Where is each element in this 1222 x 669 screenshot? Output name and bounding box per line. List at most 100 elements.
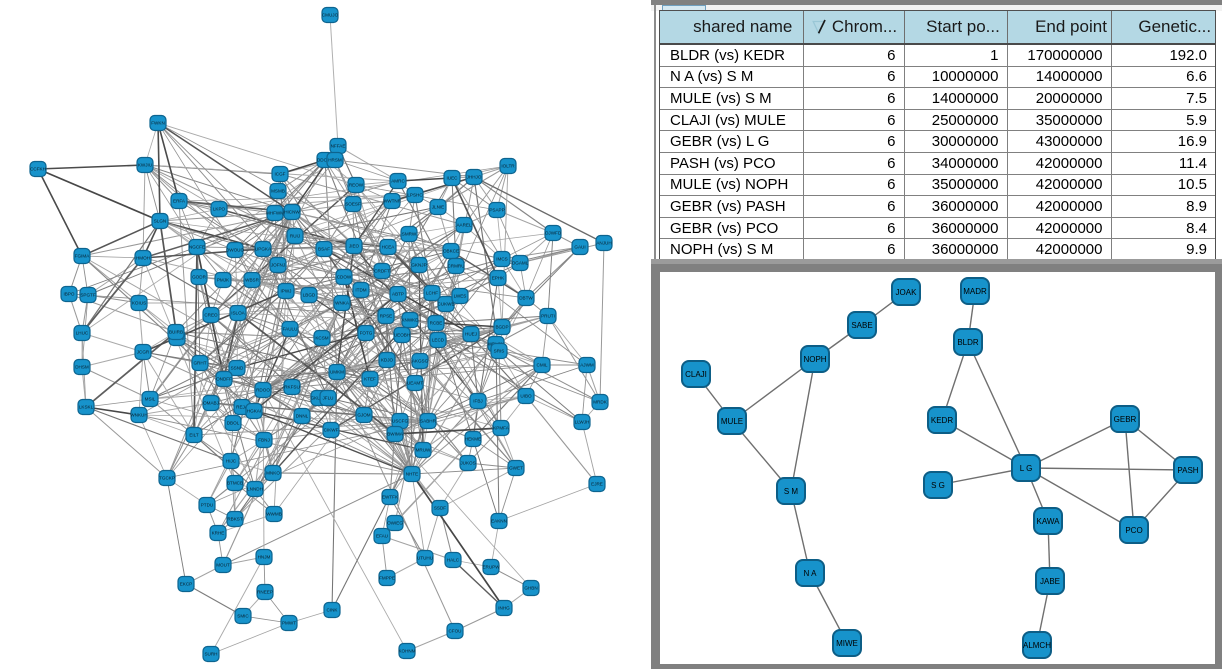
svg-text:LNNDH: LNNDH: [247, 487, 263, 492]
svg-text:BUIRB: BUIRB: [169, 330, 183, 335]
svg-text:SMIC: SMIC: [237, 614, 249, 619]
svg-text:DHSM: DHSM: [75, 365, 89, 370]
svg-text:LECD: LECD: [432, 338, 445, 343]
svg-text:IOLTR: IOLTR: [501, 164, 515, 169]
svg-text:IUEC: IUEC: [447, 176, 459, 181]
svg-text:DBOL: DBOL: [227, 421, 240, 426]
svg-text:EFAU: EFAU: [376, 534, 388, 539]
svg-text:NFFAE: NFFAE: [331, 144, 346, 149]
svg-text:INHG: INHG: [498, 606, 510, 611]
svg-text:KNWKD: KNWKD: [401, 318, 419, 323]
svg-text:BGDP: BGDP: [495, 325, 508, 330]
svg-text:KAWA: KAWA: [1037, 517, 1061, 526]
svg-text:UMKM: UMKM: [330, 370, 344, 375]
svg-text:WNKA: WNKA: [335, 301, 350, 306]
svg-text:OJWFD: OJWFD: [545, 231, 562, 236]
svg-text:IBPO: IBPO: [64, 292, 75, 297]
svg-text:GODR: GODR: [192, 275, 206, 280]
svg-text:BSAF: BSAF: [318, 247, 330, 252]
svg-text:GAUI: GAUI: [574, 245, 585, 250]
svg-text:EKCP: EKCP: [180, 582, 193, 587]
svg-text:HEKME: HEKME: [465, 437, 481, 442]
svg-text:ITDM: ITDM: [355, 288, 366, 293]
svg-text:FAULU: FAULU: [283, 327, 298, 332]
svg-text:WBSR: WBSR: [245, 278, 259, 283]
svg-text:IPWJ: IPWJ: [281, 289, 292, 294]
svg-text:KRHE: KRHE: [212, 531, 225, 536]
svg-text:DWOUO: DWOUO: [226, 248, 245, 253]
svg-text:LKSKL: LKSKL: [79, 405, 94, 410]
svg-text:EWTFK: EWTFK: [382, 495, 399, 500]
svg-text:NOPH: NOPH: [803, 355, 826, 364]
svg-text:HIJC: HIJC: [226, 459, 237, 464]
svg-text:KOHNM: KOHNM: [398, 649, 415, 654]
svg-text:SSND: SSND: [231, 366, 244, 371]
svg-text:N A: N A: [804, 569, 818, 578]
svg-text:CREO: CREO: [204, 313, 218, 318]
svg-text:LCHF: LCHF: [426, 291, 438, 296]
svg-text:PTDU: PTDU: [201, 503, 214, 508]
svg-text:SURH: SURH: [204, 652, 217, 657]
svg-text:MIWE: MIWE: [836, 639, 858, 648]
svg-text:UEOBH: UEOBH: [394, 333, 410, 338]
svg-text:JUKOS: JUKOS: [460, 461, 475, 466]
svg-text:MRDK: MRDK: [593, 400, 607, 405]
svg-text:RBKST: RBKST: [227, 517, 243, 522]
svg-text:PMJK: PMJK: [217, 278, 230, 283]
svg-text:HMOH: HMOH: [136, 256, 150, 261]
svg-text:AAREL: AAREL: [456, 223, 472, 228]
svg-text:MADR: MADR: [963, 287, 987, 296]
svg-text:ISLOA: ISLOA: [231, 311, 245, 316]
svg-text:ICGF: ICGF: [275, 172, 286, 177]
svg-text:GKLUW: GKLUW: [311, 396, 329, 401]
svg-text:SLGN: SLGN: [154, 219, 167, 224]
svg-text:EILT: EILT: [189, 433, 199, 438]
svg-text:PMWT: PMWT: [282, 621, 296, 626]
svg-text:PASH: PASH: [1177, 466, 1198, 475]
svg-text:FBNJ: FBNJ: [258, 438, 269, 443]
svg-text:NHTE: NHTE: [406, 472, 419, 477]
svg-text:HCEA: HCEA: [382, 245, 396, 250]
svg-text:OGAML: OGAML: [512, 261, 529, 266]
svg-text:MNKO: MNKO: [266, 471, 280, 476]
svg-text:UTUHU: UTUHU: [417, 556, 433, 561]
svg-text:HNJM: HNJM: [258, 555, 271, 560]
svg-text:GRHT: GRHT: [193, 361, 206, 366]
svg-text:BWIMA: BWIMA: [387, 432, 404, 437]
svg-text:WWTNR: WWTNR: [383, 199, 402, 204]
svg-text:DDCPS: DDCPS: [317, 158, 333, 163]
svg-text:OBKCE: OBKCE: [443, 249, 459, 254]
svg-text:PRUTI: PRUTI: [541, 314, 555, 319]
svg-text:NGCFE: NGCFE: [189, 245, 205, 250]
svg-text:LHUC: LHUC: [76, 331, 89, 336]
svg-text:MSIL: MSIL: [145, 397, 156, 402]
svg-text:ALMCH: ALMCH: [1023, 641, 1051, 650]
svg-text:UPGKA: UPGKA: [255, 247, 272, 252]
svg-text:S M: S M: [784, 487, 799, 496]
svg-text:MULE: MULE: [721, 417, 743, 426]
svg-text:CRMRU: CRMRU: [447, 264, 464, 269]
svg-text:LBGD: LBGD: [303, 293, 316, 298]
svg-text:CIKWF: CIKWF: [324, 428, 339, 433]
svg-text:RDOO: RDOO: [256, 388, 270, 393]
svg-text:SABE: SABE: [851, 321, 872, 330]
svg-text:MSMB: MSMB: [271, 189, 285, 194]
svg-text:JLNIE: JLNIE: [432, 205, 445, 210]
svg-text:EJRE: EJRE: [591, 482, 603, 487]
svg-text:FWKN: FWKN: [151, 121, 165, 126]
svg-text:DNNL: DNNL: [296, 414, 309, 419]
svg-text:OMABJ: OMABJ: [203, 401, 219, 406]
svg-text:LPSHC: LPSHC: [407, 193, 423, 198]
svg-text:JFLU: JFLU: [323, 396, 334, 401]
svg-text:JOAK: JOAK: [896, 288, 918, 297]
svg-text:CINK: CINK: [327, 608, 339, 613]
svg-text:EAKNN: EAKNN: [491, 519, 507, 524]
svg-text:KDJO: KDJO: [381, 358, 394, 363]
svg-text:CMUJO: CMUJO: [322, 13, 339, 18]
svg-text:FGIMA: FGIMA: [75, 254, 90, 259]
svg-text:HALC: HALC: [447, 558, 460, 563]
svg-text:SMRW: SMRW: [402, 232, 417, 237]
svg-text:CMIL: CMIL: [537, 363, 548, 368]
svg-text:JOFNJ: JOFNJ: [271, 263, 285, 268]
svg-text:UIBO: UIBO: [520, 394, 532, 399]
